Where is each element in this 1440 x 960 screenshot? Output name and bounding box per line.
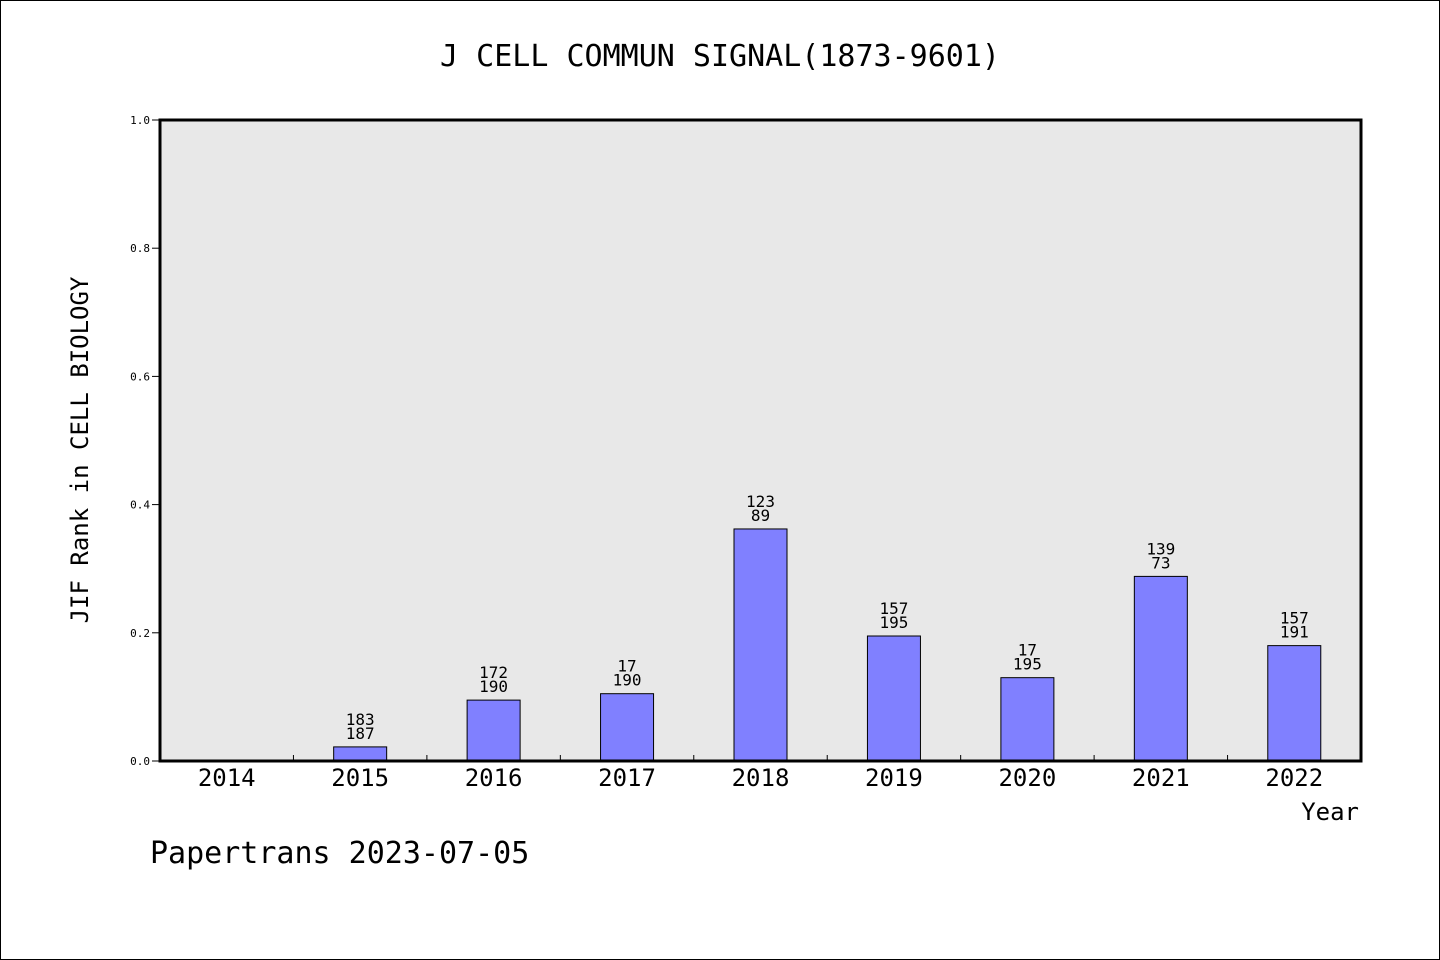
bar-2021	[1133, 575, 1188, 762]
bar-data-label: 195	[879, 613, 908, 632]
bar-data-label: 172	[479, 663, 508, 682]
y-tick-label: 0.8	[130, 242, 150, 255]
y-axis-label: JIF Rank in CELL BIOLOGY	[66, 276, 94, 623]
x-tick-label: 2014	[198, 764, 256, 792]
bar-data-label: 157	[1280, 609, 1309, 628]
x-tick-label: 2021	[1132, 764, 1190, 792]
bar-data-label: 187	[346, 724, 375, 743]
bar-data-label: 17	[617, 657, 636, 676]
x-tick-label: 2015	[331, 764, 389, 792]
x-tick-label: 2016	[465, 764, 523, 792]
bar-data-label: 73	[1151, 553, 1170, 572]
y-tick-label: 0.0	[130, 755, 150, 768]
bar-data-label: 139	[1146, 539, 1175, 558]
y-tick-label: 1.0	[130, 114, 150, 127]
bar-data-label: 123	[746, 492, 775, 511]
chart-title: J CELL COMMUN SIGNAL(1873-9601)	[440, 39, 1000, 74]
bar-2017	[600, 693, 655, 762]
bar-2016	[466, 699, 521, 762]
bar-data-label: 183	[346, 710, 375, 729]
x-tick-label: 2018	[732, 764, 790, 792]
bar-data-label: 190	[479, 677, 508, 696]
footer-text: Papertrans 2023-07-05	[150, 836, 529, 871]
bar-data-label: 191	[1280, 623, 1309, 642]
bar-2018	[733, 528, 788, 762]
x-tick-label: 2017	[598, 764, 656, 792]
bar-data-label: 190	[613, 671, 642, 690]
x-tick-label: 2020	[998, 764, 1056, 792]
plot-border	[158, 118, 1363, 763]
y-tick-label: 0.4	[130, 499, 150, 512]
x-axis-label: Year	[1301, 798, 1359, 826]
bar-2020	[1000, 677, 1055, 762]
y-tick-label: 0.2	[130, 627, 150, 640]
x-tick-label: 2019	[865, 764, 923, 792]
y-axis-ticks: 0.0 0.2 0.4 0.6 0.8 1.0	[130, 114, 160, 768]
bar-2022	[1267, 645, 1322, 762]
x-axis-ticks: 2014 2015 2016 2017 2018 2019 2020 2021 2022	[198, 755, 1323, 792]
data-labels-group: 1831871721901719012389157195171951397315…	[346, 492, 1309, 743]
bar-2019	[866, 635, 921, 762]
bars-group	[333, 528, 1322, 762]
bar-data-label: 195	[1013, 655, 1042, 674]
bar-2015	[333, 746, 388, 762]
bar-data-label: 17	[1018, 641, 1037, 660]
x-tick-label: 2022	[1265, 764, 1323, 792]
y-tick-label: 0.6	[130, 370, 150, 383]
bar-data-label: 157	[879, 599, 908, 618]
bar-data-label: 89	[751, 506, 770, 525]
